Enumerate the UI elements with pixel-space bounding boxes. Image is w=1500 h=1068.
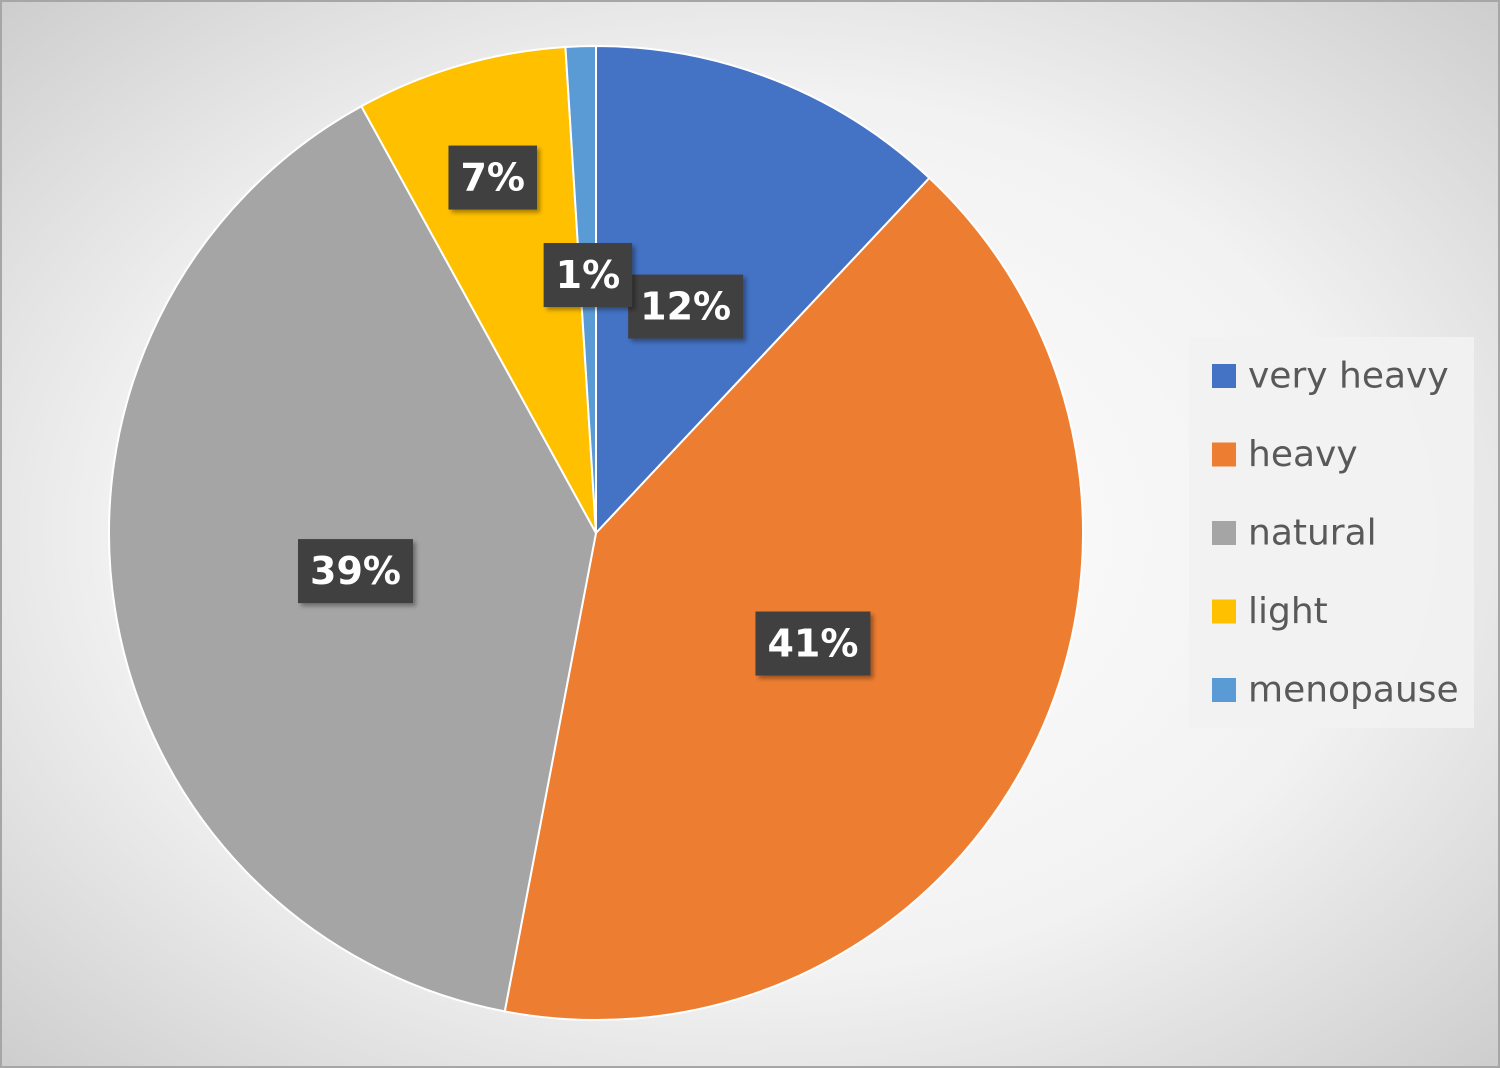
legend-label: light	[1248, 591, 1328, 632]
data-label-box	[755, 611, 871, 676]
legend-swatch	[1212, 521, 1236, 545]
data-label: 1%	[556, 253, 621, 297]
legend-swatch	[1212, 599, 1236, 624]
data-label-box	[298, 539, 413, 604]
legend-label: heavy	[1248, 434, 1358, 475]
pie	[108, 44, 1084, 1021]
data-label: 41%	[767, 622, 858, 666]
data-label-box	[628, 274, 744, 339]
data-label-box	[543, 243, 633, 308]
legend-box	[1189, 337, 1474, 728]
data-label: 39%	[310, 549, 401, 593]
pie-slice	[503, 176, 1084, 1021]
data-labels: 12% 41% 39% 7% 1%	[298, 145, 871, 676]
data-label: 7%	[460, 156, 525, 200]
pie-slice	[595, 44, 931, 536]
legend-swatch	[1212, 442, 1236, 467]
legend-label: menopause	[1248, 670, 1459, 711]
pie-slice	[360, 45, 597, 534]
legend-label: very heavy	[1248, 356, 1449, 397]
legend-swatch	[1212, 678, 1236, 702]
data-label: 12%	[640, 285, 731, 329]
legend: very heavy heavy natural light menopause	[1212, 356, 1459, 711]
legend-label: natural	[1248, 513, 1377, 554]
data-label-box	[448, 145, 537, 210]
legend-swatch	[1212, 364, 1236, 388]
